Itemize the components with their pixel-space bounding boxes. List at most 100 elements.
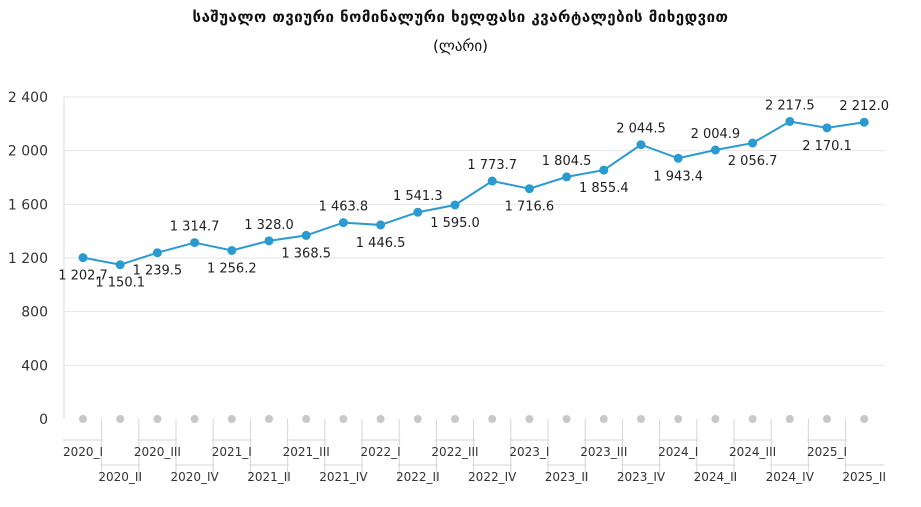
data-label: 1 804.5 — [542, 154, 592, 169]
chart-subtitle: (ლარი) — [433, 37, 488, 55]
data-label: 1 256.2 — [207, 261, 257, 276]
x-tick-label: 2023_IV — [617, 470, 666, 484]
data-point — [487, 176, 497, 186]
y-tick-label: 2 400 — [8, 90, 48, 106]
y-tick-label: 1 600 — [8, 197, 48, 213]
data-label: 1 716.6 — [505, 200, 555, 215]
data-label: 1 314.7 — [170, 220, 220, 235]
data-point — [115, 260, 125, 270]
baseline-marker — [785, 415, 794, 423]
data-label: 1 943.4 — [653, 169, 703, 184]
data-point — [301, 230, 311, 240]
data-point — [376, 220, 386, 230]
series-line — [82, 120, 865, 266]
data-label: 1 150.1 — [95, 276, 145, 291]
x-tick-label: 2024_III — [729, 445, 776, 459]
baseline-marker — [525, 415, 534, 423]
x-tick-label: 2021_II — [247, 470, 291, 484]
data-point — [562, 172, 572, 182]
baseline-marker — [674, 415, 683, 423]
baseline-marker — [116, 415, 125, 423]
data-point — [227, 245, 237, 255]
data-label: 2 056.7 — [728, 154, 778, 169]
data-label: 1 773.7 — [467, 158, 517, 173]
baseline-marker — [823, 415, 831, 423]
x-tick-label: 2023_III — [580, 445, 627, 459]
chart-title: საშუალო თვიური ნომინალური ხელფასი კვარტა… — [192, 8, 729, 26]
x-tick-label: 2024_II — [694, 470, 738, 484]
data-point — [636, 140, 646, 150]
data-point — [413, 207, 423, 217]
baseline-marker — [376, 415, 385, 423]
x-tick-label: 2022_III — [431, 445, 478, 459]
data-label: 1 328.0 — [244, 218, 294, 233]
data-label: 1 446.5 — [356, 236, 406, 251]
data-label: 1 463.8 — [319, 200, 369, 215]
y-tick-label: 400 — [21, 358, 48, 374]
x-tick-label: 2023_I — [509, 445, 549, 459]
data-point — [78, 253, 88, 263]
data-label: 1 855.4 — [579, 181, 629, 196]
y-tick-label: 800 — [21, 305, 48, 321]
baseline-marker — [860, 415, 869, 423]
data-label: 2 044.5 — [616, 122, 666, 137]
baseline-marker — [302, 415, 311, 423]
x-tick-label: 2022_I — [361, 445, 401, 459]
data-point — [710, 145, 720, 155]
data-point — [859, 117, 869, 127]
baseline-marker — [339, 415, 348, 423]
data-point — [748, 138, 758, 148]
x-tick-label: 2021_IV — [319, 470, 368, 484]
x-tick-label: 2025_I — [807, 445, 847, 459]
x-tick-label: 2024_I — [658, 445, 698, 459]
y-tick-label: 2 000 — [8, 144, 48, 160]
data-point — [822, 123, 832, 133]
baseline-marker — [748, 415, 757, 423]
baseline-marker — [637, 415, 645, 423]
data-label: 1 239.5 — [133, 264, 183, 279]
baseline-marker — [227, 415, 236, 423]
data-label: 2 217.5 — [765, 98, 815, 113]
baseline-marker — [265, 415, 273, 423]
data-label: 1 202.7 — [58, 269, 108, 284]
data-point — [524, 184, 534, 194]
data-point — [673, 153, 683, 163]
x-tick-label: 2022_II — [396, 470, 440, 484]
data-label: 1 595.0 — [430, 216, 480, 231]
data-label: 2 170.1 — [802, 139, 852, 154]
data-point — [264, 236, 274, 246]
x-tick-label: 2020_IV — [170, 470, 219, 484]
baseline-marker — [599, 415, 608, 423]
data-point — [785, 116, 795, 126]
x-tick-label: 2025_II — [842, 470, 886, 484]
data-label: 2 212.0 — [839, 99, 889, 114]
baseline-marker — [413, 415, 422, 423]
data-point — [450, 200, 460, 210]
data-point — [152, 248, 162, 258]
x-tick-label: 2020_III — [134, 445, 181, 459]
y-tick-label: 0 — [39, 412, 48, 428]
x-tick-label: 2021_I — [212, 445, 252, 459]
data-label: 2 004.9 — [691, 127, 741, 142]
x-tick-label: 2020_I — [63, 445, 103, 459]
x-tick-label: 2020_II — [98, 470, 142, 484]
baseline-marker — [562, 415, 571, 423]
x-tick-label: 2021_III — [283, 445, 330, 459]
data-point — [599, 165, 609, 175]
x-tick-label: 2024_IV — [766, 470, 815, 484]
data-point — [338, 218, 348, 228]
x-tick-label: 2023_II — [545, 470, 589, 484]
y-tick-label: 1 200 — [8, 251, 48, 267]
baseline-marker — [190, 415, 199, 423]
data-point — [190, 238, 200, 248]
baseline-marker — [79, 415, 87, 423]
baseline-marker — [711, 415, 720, 423]
baseline-marker — [451, 415, 459, 423]
baseline-marker — [153, 415, 162, 423]
data-label: 1 368.5 — [281, 246, 331, 261]
baseline-marker — [488, 415, 497, 423]
x-tick-label: 2022_IV — [468, 470, 517, 484]
data-label: 1 541.3 — [393, 189, 443, 204]
